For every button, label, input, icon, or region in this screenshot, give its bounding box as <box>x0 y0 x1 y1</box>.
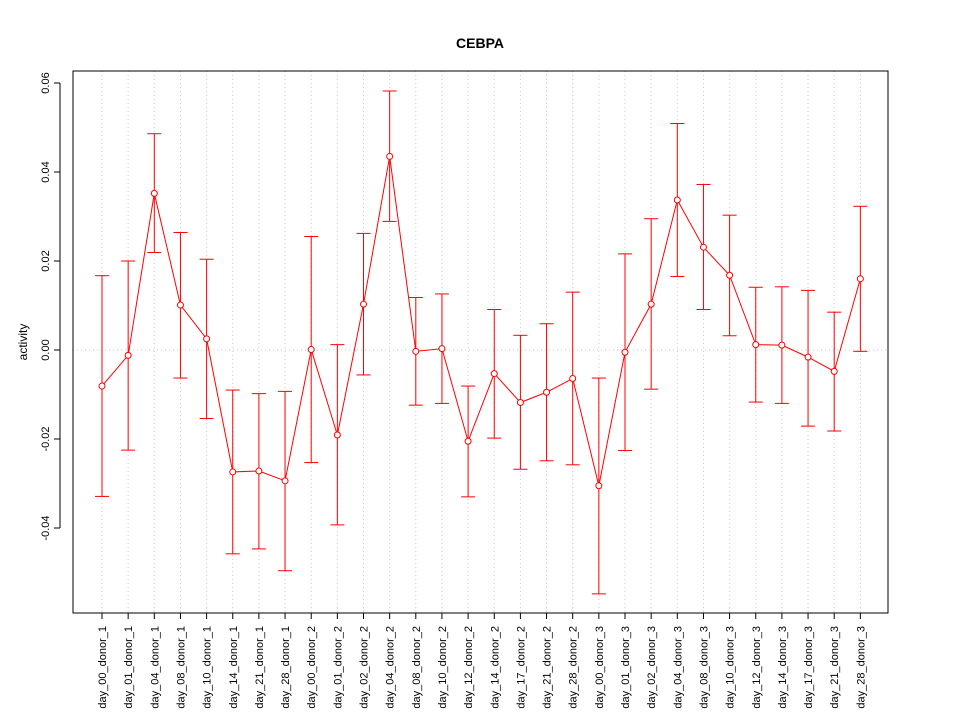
x-tick-label: day_08_donor_2 <box>411 626 423 709</box>
x-tick-label: day_00_donor_3 <box>594 626 606 709</box>
data-point <box>438 345 446 353</box>
x-tick-label: day_21_donor_2 <box>542 626 554 709</box>
data-point <box>699 243 707 251</box>
x-tick-label: day_02_donor_3 <box>646 626 658 709</box>
data-point <box>229 468 237 476</box>
data-point <box>255 467 263 475</box>
data-point <box>673 196 681 204</box>
data-points <box>98 152 864 490</box>
data-point <box>543 388 551 396</box>
x-tick-label: day_14_donor_2 <box>489 626 501 709</box>
data-point <box>490 370 498 378</box>
data-point <box>569 374 577 382</box>
x-tick-label: day_14_donor_1 <box>228 626 240 709</box>
x-tick-label: day_00_donor_1 <box>97 626 109 709</box>
series-line-path <box>101 156 861 486</box>
axes: -0.04 -0.02 0.00 0.02 0.04 0.06 day_00_donor_1… <box>40 72 867 708</box>
x-tick-label: day_17_donor_2 <box>515 626 527 709</box>
x-tick-label: day_17_donor_3 <box>803 626 815 709</box>
data-point <box>516 399 524 407</box>
x-tick-label: day_28_donor_1 <box>280 626 292 709</box>
data-point <box>595 482 603 490</box>
data-point <box>830 367 838 375</box>
data-point <box>752 341 760 349</box>
data-point <box>98 382 106 390</box>
data-point <box>124 351 132 359</box>
grid-lines <box>73 71 888 613</box>
data-point <box>386 152 394 160</box>
x-tick-label: day_21_donor_3 <box>829 626 841 709</box>
plot-frame <box>72 70 889 614</box>
data-point <box>778 341 786 349</box>
x-tick-label: day_01_donor_3 <box>620 626 632 709</box>
x-tick-label: day_02_donor_2 <box>359 626 371 709</box>
x-tick-label: day_10_donor_3 <box>725 626 737 709</box>
data-point <box>726 271 734 279</box>
x-tick-label: day_12_donor_2 <box>463 626 475 709</box>
x-tick-label: day_01_donor_2 <box>332 626 344 709</box>
y-tick-label: 0.00 <box>40 339 52 360</box>
x-tick-label: day_08_donor_3 <box>698 626 710 709</box>
y-tick-label: -0.04 <box>40 515 52 540</box>
x-tick-label: day_14_donor_3 <box>777 626 789 709</box>
x-tick-label: day_04_donor_2 <box>385 626 397 709</box>
x-tick-label: day_04_donor_3 <box>672 626 684 709</box>
data-point <box>856 275 864 283</box>
x-tick-label: day_04_donor_1 <box>149 626 161 709</box>
x-tick-label: day_12_donor_3 <box>751 626 763 709</box>
data-point <box>281 477 289 485</box>
data-point <box>464 437 472 445</box>
error-bars <box>95 90 868 595</box>
y-tick-label: -0.02 <box>40 426 52 451</box>
chart-title: CEBPA <box>456 35 504 51</box>
x-tick-label: day_08_donor_1 <box>175 626 187 709</box>
y-tick-label: 0.06 <box>40 72 52 93</box>
series-line <box>101 156 861 486</box>
y-tick-label: 0.04 <box>40 161 52 182</box>
data-point <box>360 300 367 308</box>
x-tick-label: day_00_donor_2 <box>306 626 318 709</box>
data-point <box>333 431 341 439</box>
data-point <box>647 300 655 308</box>
data-point <box>307 346 315 354</box>
y-axis-label: activity <box>16 324 30 361</box>
data-point <box>203 335 211 343</box>
x-tick-label: day_28_donor_3 <box>855 626 867 709</box>
x-tick-label: day_21_donor_1 <box>254 626 266 709</box>
x-tick-label: day_28_donor_2 <box>568 626 580 709</box>
data-point <box>412 347 420 355</box>
data-point <box>804 353 812 361</box>
x-tick-label: day_10_donor_2 <box>437 626 449 709</box>
data-point <box>176 301 184 309</box>
data-point <box>150 189 158 197</box>
y-tick-label: 0.02 <box>40 250 52 271</box>
data-point <box>621 348 629 356</box>
x-tick-label: day_10_donor_1 <box>202 626 214 709</box>
x-tick-label: day_01_donor_1 <box>123 626 135 709</box>
